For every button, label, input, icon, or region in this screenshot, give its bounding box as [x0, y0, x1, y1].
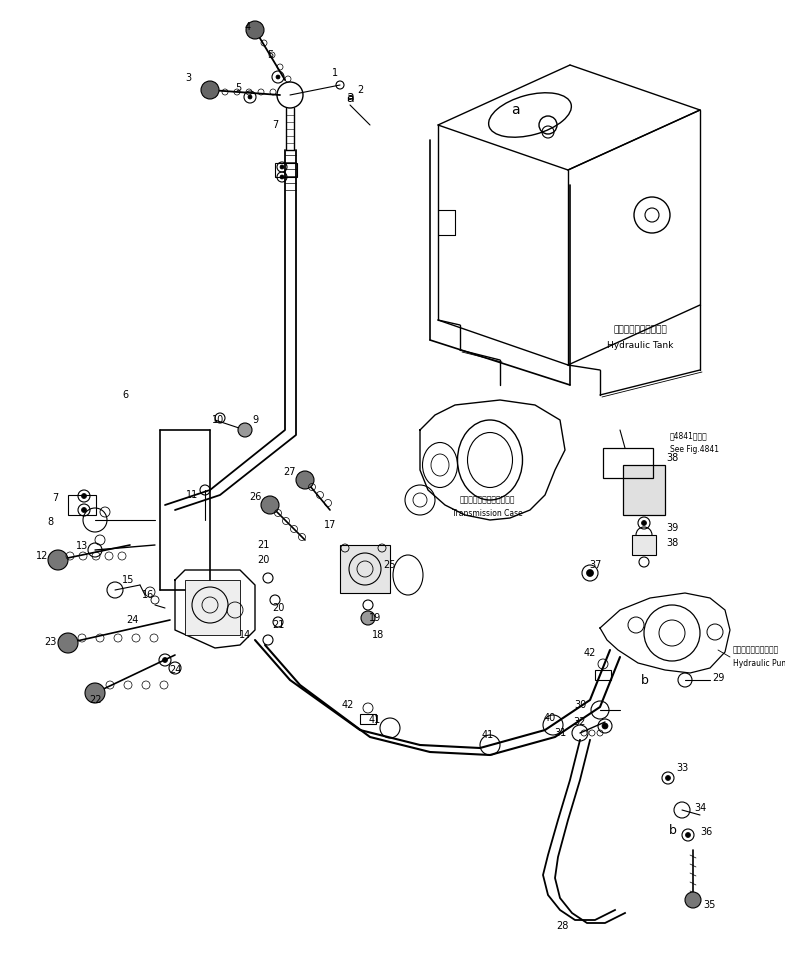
- Circle shape: [58, 633, 78, 653]
- Circle shape: [280, 165, 284, 169]
- Circle shape: [238, 423, 252, 437]
- Bar: [632, 535, 656, 555]
- Circle shape: [246, 21, 264, 39]
- Text: 10: 10: [212, 415, 225, 425]
- Circle shape: [361, 611, 375, 625]
- Text: 20: 20: [272, 603, 284, 613]
- Text: 24: 24: [126, 615, 138, 625]
- Bar: [275, 163, 297, 177]
- Text: 5: 5: [267, 50, 273, 60]
- Circle shape: [666, 776, 670, 781]
- Text: 4: 4: [245, 22, 251, 32]
- Text: 31: 31: [554, 728, 566, 738]
- Circle shape: [85, 683, 105, 703]
- Text: 30: 30: [574, 700, 586, 710]
- Text: 15: 15: [122, 575, 134, 585]
- Text: 26: 26: [249, 492, 261, 502]
- Text: 7: 7: [52, 493, 58, 503]
- Text: 35: 35: [704, 900, 716, 910]
- Bar: [340, 545, 390, 593]
- Text: b: b: [669, 824, 677, 836]
- Text: a: a: [346, 91, 354, 105]
- Circle shape: [296, 471, 314, 489]
- Text: 5: 5: [235, 83, 241, 93]
- Text: ハイドロリックタンク: ハイドロリックタンク: [613, 325, 667, 335]
- Text: 27: 27: [283, 467, 296, 477]
- Bar: [595, 670, 611, 680]
- Circle shape: [48, 550, 68, 570]
- Text: 34: 34: [694, 803, 707, 813]
- Text: 38: 38: [666, 538, 678, 548]
- Text: 6: 6: [122, 390, 128, 400]
- Circle shape: [261, 496, 279, 514]
- Text: 39: 39: [666, 523, 678, 533]
- Text: 36: 36: [700, 827, 712, 837]
- Bar: [603, 448, 653, 478]
- Circle shape: [82, 494, 86, 499]
- Circle shape: [82, 507, 86, 512]
- Text: 42: 42: [341, 700, 354, 710]
- Text: 1: 1: [332, 68, 338, 78]
- Text: 40: 40: [544, 713, 556, 723]
- Text: Hydraulic Pump: Hydraulic Pump: [733, 659, 785, 667]
- Text: Hydraulic Tank: Hydraulic Tank: [607, 340, 674, 349]
- Circle shape: [280, 175, 284, 179]
- Bar: [360, 714, 376, 724]
- Circle shape: [276, 75, 280, 79]
- Text: 25: 25: [384, 560, 396, 570]
- Circle shape: [685, 832, 691, 837]
- Text: 3: 3: [185, 73, 191, 83]
- Circle shape: [641, 521, 647, 526]
- Text: 第4841図参照: 第4841図参照: [670, 432, 708, 440]
- Text: 13: 13: [76, 541, 88, 551]
- Circle shape: [248, 95, 252, 99]
- Text: 38: 38: [666, 453, 678, 463]
- Text: 12: 12: [36, 551, 48, 561]
- Text: 21: 21: [272, 620, 284, 630]
- Bar: [185, 580, 240, 635]
- Text: 17: 17: [323, 520, 336, 530]
- Text: 18: 18: [372, 630, 384, 640]
- Text: 29: 29: [712, 673, 725, 683]
- Text: 8: 8: [47, 517, 53, 527]
- Text: See Fig.4841: See Fig.4841: [670, 445, 719, 454]
- Bar: [623, 465, 665, 515]
- Text: b: b: [641, 673, 649, 687]
- Text: ハイドロリックポンプ: ハイドロリックポンプ: [733, 645, 780, 654]
- Text: 19: 19: [369, 613, 382, 623]
- Text: 2: 2: [357, 85, 363, 95]
- Text: 33: 33: [676, 763, 688, 773]
- Text: 42: 42: [584, 648, 596, 658]
- Text: 28: 28: [556, 921, 568, 931]
- Circle shape: [602, 723, 608, 729]
- Text: 14: 14: [239, 630, 251, 640]
- Text: 22: 22: [89, 695, 101, 705]
- Text: トランスミッションケース: トランスミッションケース: [459, 496, 515, 504]
- Circle shape: [685, 892, 701, 908]
- Text: 20: 20: [257, 555, 269, 565]
- Circle shape: [162, 658, 167, 663]
- Text: 23: 23: [44, 637, 57, 647]
- Bar: [68, 495, 96, 515]
- Text: a: a: [511, 103, 520, 117]
- Text: 7: 7: [272, 120, 278, 130]
- Text: 16: 16: [142, 590, 154, 600]
- Text: 41: 41: [482, 730, 494, 740]
- Text: 41: 41: [369, 715, 382, 725]
- Text: 24: 24: [169, 665, 181, 675]
- Text: 21: 21: [257, 540, 269, 550]
- Text: a: a: [346, 90, 354, 104]
- Text: 37: 37: [589, 560, 601, 570]
- Circle shape: [586, 570, 593, 576]
- Text: 32: 32: [574, 717, 586, 727]
- Text: Transmission Case: Transmission Case: [451, 508, 522, 518]
- Text: 11: 11: [186, 490, 198, 500]
- Text: 9: 9: [252, 415, 258, 425]
- Circle shape: [201, 81, 219, 99]
